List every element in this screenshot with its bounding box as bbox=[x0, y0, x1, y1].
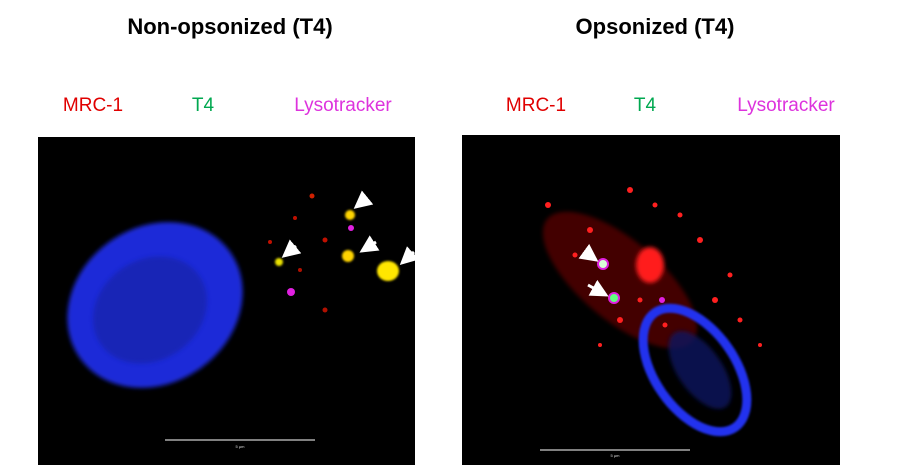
channel-label: Lysotracker bbox=[737, 95, 835, 116]
channel-label: Lysotracker bbox=[294, 95, 392, 116]
panel-title: Non-opsonized (T4) bbox=[127, 14, 332, 39]
micrograph bbox=[462, 135, 840, 465]
channel-label: MRC-1 bbox=[506, 95, 566, 116]
panel-title: Opsonized (T4) bbox=[576, 14, 735, 39]
scale-bar-label: 5 µm bbox=[611, 453, 621, 458]
scale-bar-label: 5 µm bbox=[236, 444, 246, 449]
channel-label: MRC-1 bbox=[63, 95, 123, 116]
channel-label: T4 bbox=[634, 95, 657, 116]
micrograph bbox=[38, 137, 420, 465]
channel-label: T4 bbox=[192, 95, 215, 116]
